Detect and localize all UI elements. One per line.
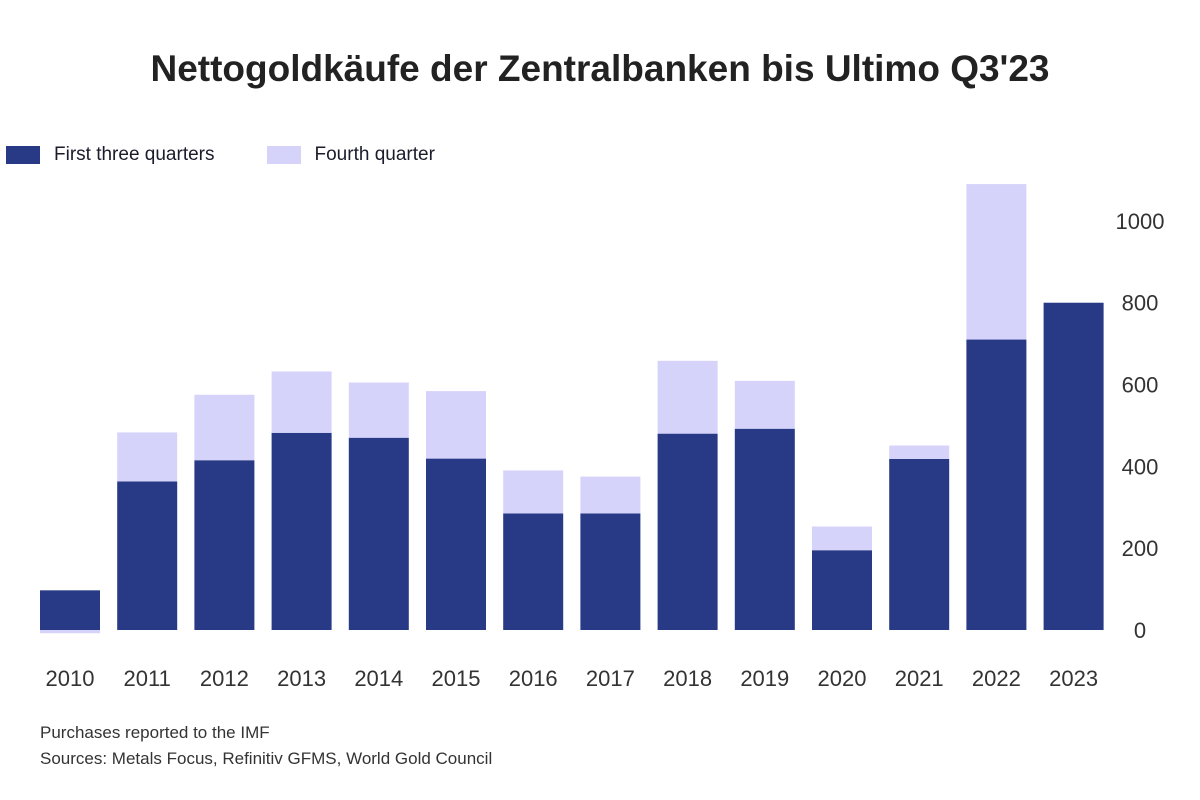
y-tick-label-600: 600	[1122, 373, 1159, 398]
bar-first-three-quarters-2018	[657, 433, 718, 630]
y-tick-label-400: 400	[1122, 454, 1159, 479]
chart-footnote: Purchases reported to the IMF Sources: M…	[40, 720, 492, 772]
y-tick-label-0: 0	[1134, 618, 1146, 643]
chart-legend: First three quarters Fourth quarter	[6, 140, 487, 170]
bar-fourth-quarter-2018	[657, 360, 718, 434]
legend-label-first-three-quarters: First three quarters	[54, 144, 215, 165]
bar-fourth-quarter-2014	[348, 382, 409, 438]
bar-first-three-quarters-2013	[271, 432, 332, 630]
bar-first-three-quarters-2017	[580, 513, 641, 630]
y-tick-label-800: 800	[1122, 291, 1159, 316]
bar-fourth-quarter-2020	[812, 526, 872, 551]
legend-swatch-fourth-quarter	[266, 146, 301, 164]
x-tick-label-2019: 2019	[740, 666, 789, 691]
x-tick-label-2016: 2016	[509, 666, 558, 691]
chart-title: Nettogoldkäufe der Zentralbanken bis Ult…	[150, 48, 1050, 89]
y-tick-label-1000: 1000	[1116, 209, 1165, 234]
legend-item-fourth-quarter: Fourth quarter	[266, 144, 435, 166]
bar-fourth-quarter-2015	[426, 391, 486, 459]
bar-first-three-quarters-2015	[426, 458, 486, 630]
y-tick-label-200: 200	[1122, 536, 1159, 561]
bar-first-three-quarters-2016	[503, 513, 564, 630]
bar-first-three-quarters-2022	[966, 339, 1027, 630]
bar-first-three-quarters-2011	[117, 481, 178, 630]
bar-fourth-quarter-2016	[503, 470, 564, 514]
x-tick-label-2021: 2021	[895, 666, 944, 691]
bar-fourth-quarter-2011	[117, 432, 178, 482]
bar-fourth-quarter-2019	[734, 380, 795, 429]
x-tick-label-2011: 2011	[124, 666, 171, 691]
x-tick-label-2012: 2012	[200, 666, 249, 691]
x-tick-label-2010: 2010	[46, 666, 95, 691]
bar-fourth-quarter-2013	[271, 371, 332, 433]
bar-fourth-quarter-2021	[889, 445, 950, 459]
legend-label-fourth-quarter: Fourth quarter	[314, 144, 435, 165]
bar-first-three-quarters-2023	[1043, 302, 1104, 630]
x-tick-label-2015: 2015	[432, 666, 481, 691]
bar-first-three-quarters-2014	[348, 437, 409, 630]
bar-fourth-quarter-2010	[40, 630, 100, 634]
bar-first-three-quarters-2020	[812, 550, 872, 630]
bar-first-three-quarters-2021	[889, 459, 950, 630]
bar-first-three-quarters-2010	[40, 590, 100, 630]
bar-fourth-quarter-2012	[194, 394, 255, 461]
footnote-line-sources: Sources: Metals Focus, Refinitiv GFMS, W…	[40, 749, 493, 768]
bar-first-three-quarters-2012	[194, 460, 255, 630]
bar-first-three-quarters-2019	[734, 428, 795, 630]
x-tick-label-2023: 2023	[1049, 666, 1098, 691]
legend-swatch-first-three-quarters	[6, 146, 40, 164]
bar-fourth-quarter-2017	[580, 476, 641, 514]
x-tick-label-2014: 2014	[354, 666, 403, 691]
x-tick-label-2013: 2013	[277, 666, 326, 691]
legend-item-first-three-quarters: First three quarters	[6, 144, 215, 166]
x-tick-label-2022: 2022	[972, 666, 1021, 691]
x-tick-label-2017: 2017	[586, 666, 635, 691]
x-tick-label-2020: 2020	[818, 666, 867, 691]
bar-fourth-quarter-2022	[966, 184, 1027, 340]
footnote-line-imf: Purchases reported to the IMF	[40, 723, 270, 742]
x-tick-label-2018: 2018	[663, 666, 712, 691]
